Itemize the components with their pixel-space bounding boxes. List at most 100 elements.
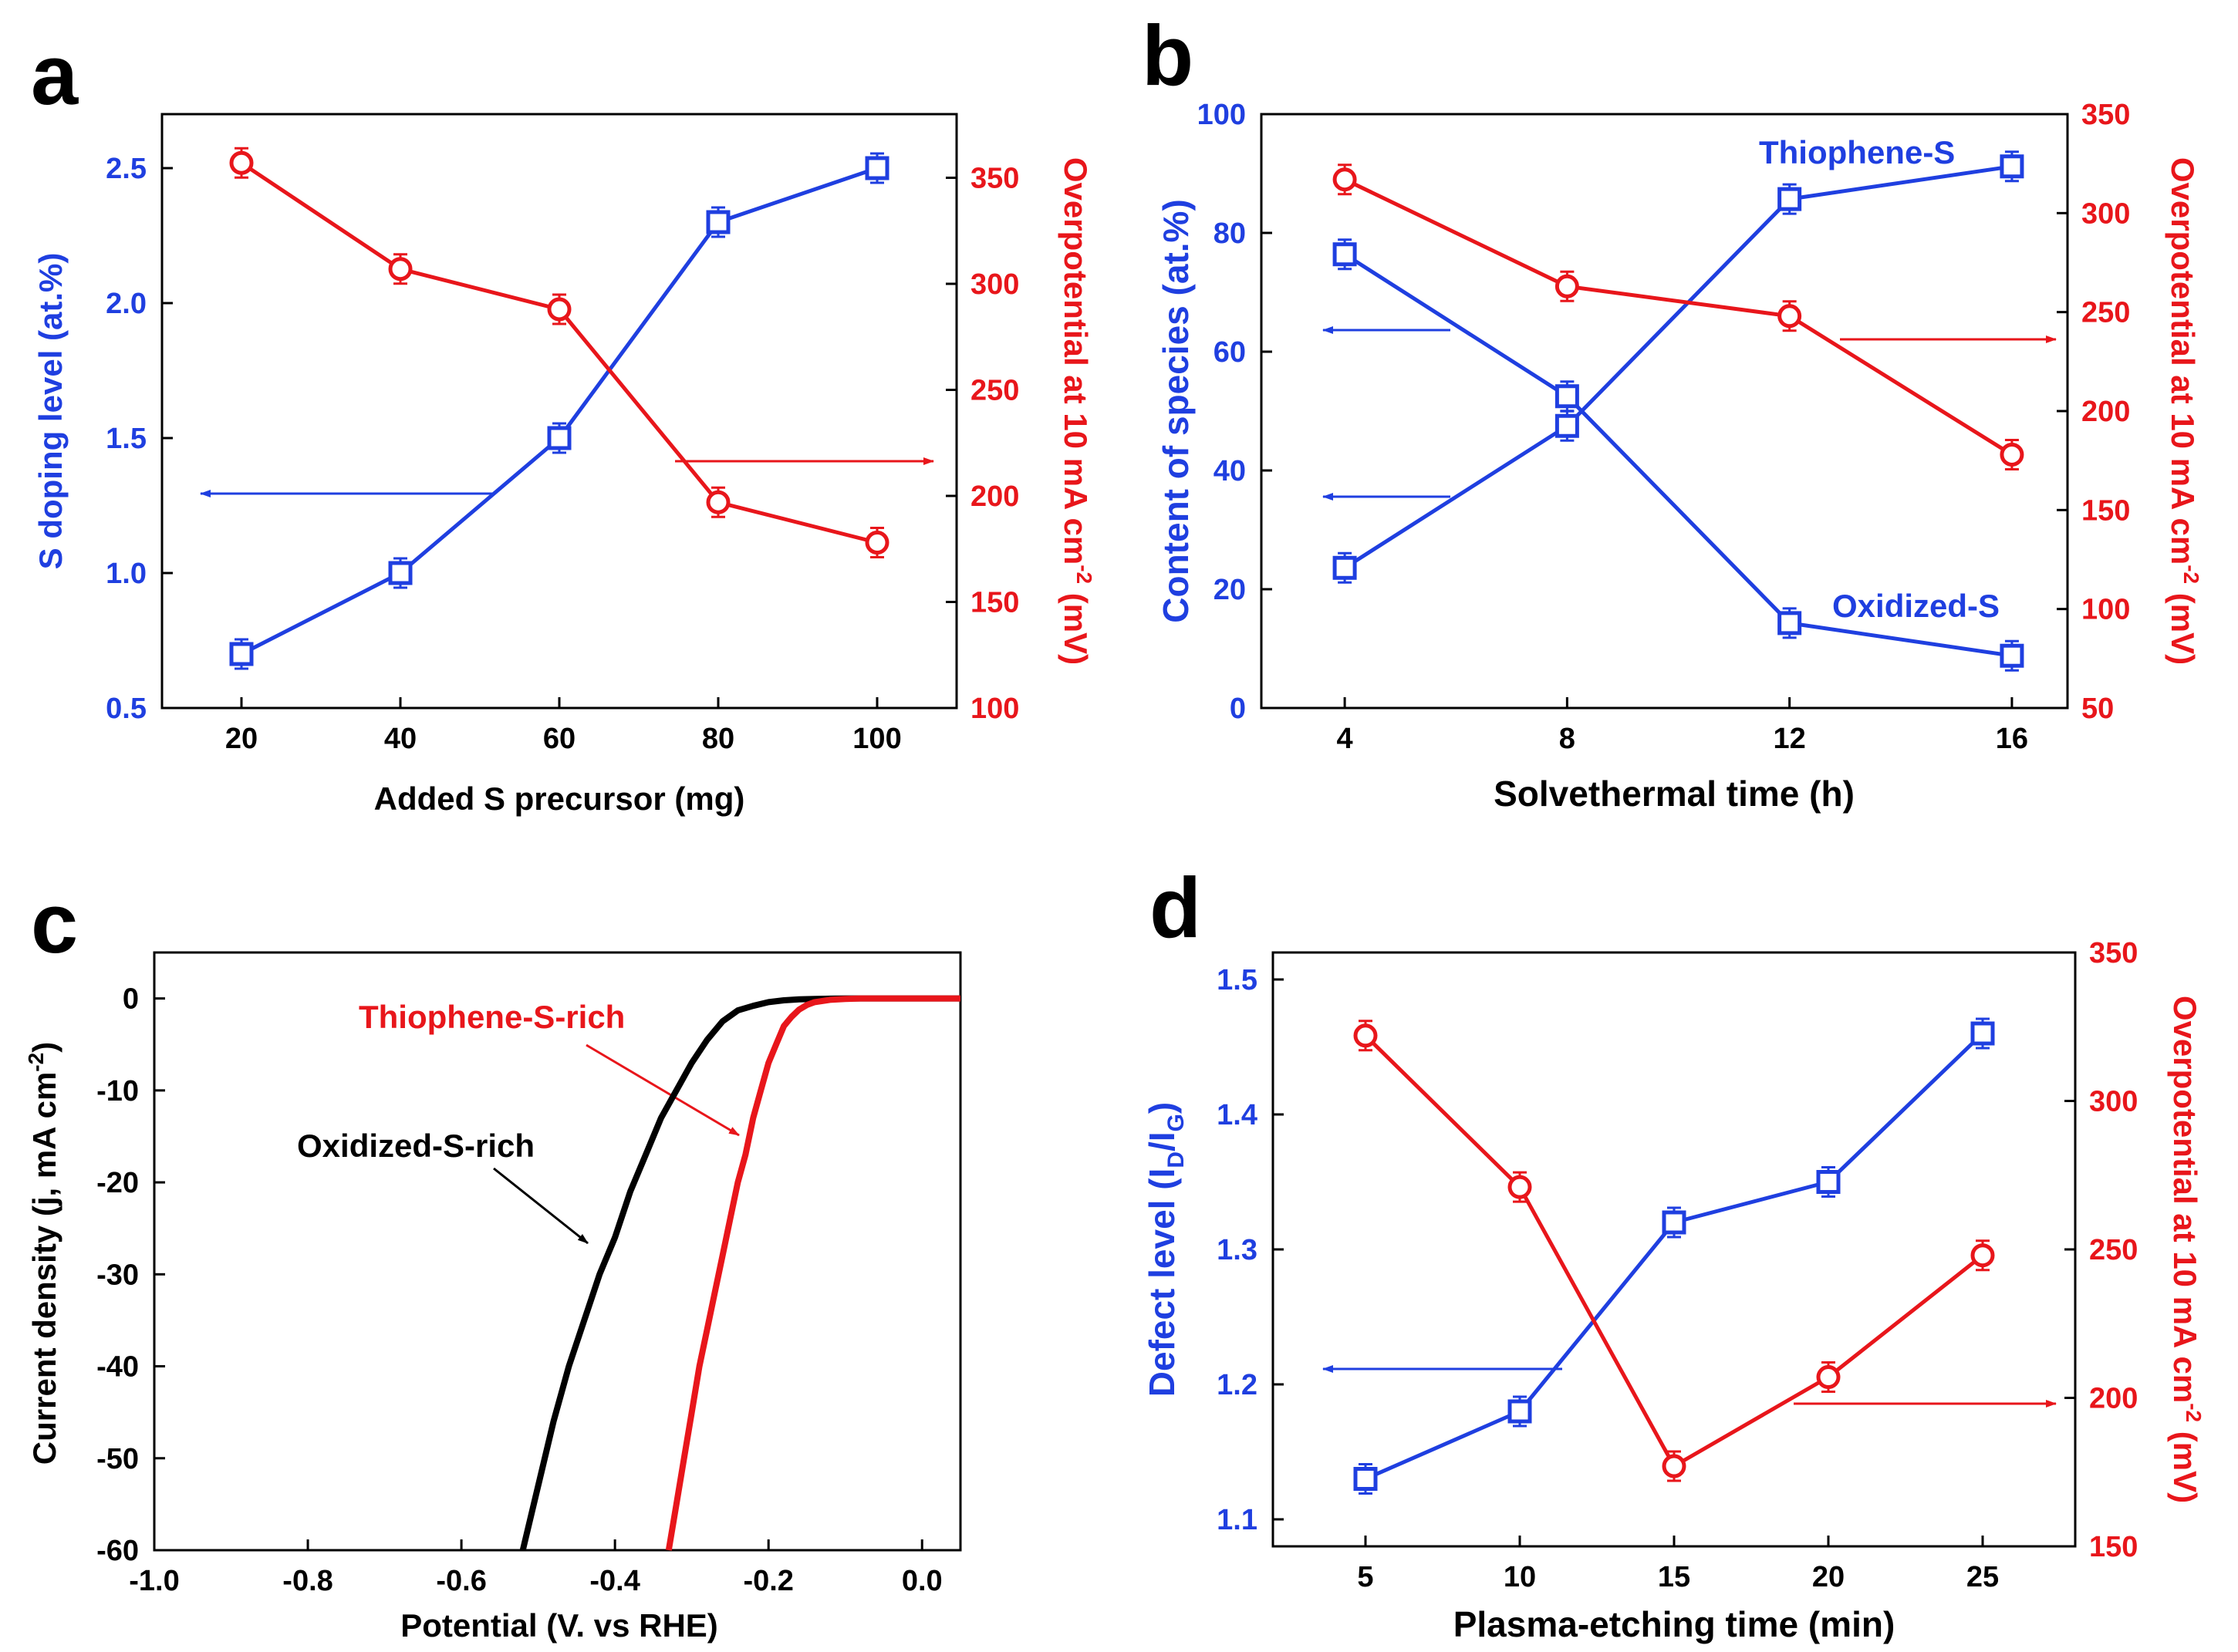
panel-a-letter: a (31, 28, 79, 123)
panel-c-thiophene-label: Thiophene-S-rich (359, 999, 625, 1035)
square-marker (1507, 1399, 1532, 1424)
panel-a-x-axis-label: Added S precursor (mg) (374, 780, 745, 817)
circle-marker (2000, 442, 2024, 467)
x-tick-label: 20 (225, 723, 258, 755)
panel-d-right-y-axis-label: Overpotential at 10 mA cm-2 (mV) (2167, 996, 2206, 1503)
red-right-series-line (1344, 177, 2014, 457)
panel-c-plot-area (519, 995, 960, 1551)
red-right-series-line (1364, 1034, 1984, 1468)
circle-marker (547, 297, 572, 322)
panel-d-x-ticks: 5 10 15 20 25 (1357, 1536, 1999, 1593)
thiophene-s-series-line (1343, 164, 2013, 570)
square-marker (1332, 242, 1357, 267)
panel-a-plot-area (229, 147, 889, 670)
x-tick-label: 40 (384, 723, 417, 755)
panel-d-x-axis-label: Plasma-etching time (min) (1453, 1604, 1895, 1644)
panel-b-thiophene-label: Thiophene-S (1759, 134, 1955, 170)
square-marker (2000, 154, 2024, 179)
panel-d-plot-area (1353, 1017, 1995, 1495)
x-tick-label: 10 (1504, 1561, 1536, 1593)
x-tick-label: 15 (1658, 1561, 1690, 1593)
left-y-tick-label: -50 (96, 1443, 139, 1475)
square-marker (1777, 611, 1802, 636)
circle-marker (706, 490, 731, 514)
x-tick-label: 5 (1357, 1561, 1373, 1593)
left-y-tick-label: 0 (123, 983, 139, 1016)
panel-b-x-axis-label: Solvethermal time (h) (1494, 774, 1855, 814)
panel-c-y-axis-label: Current density (j, mA cm-2) (24, 1042, 62, 1465)
square-marker (1816, 1170, 1841, 1194)
left-y-tick-label: -60 (96, 1535, 139, 1567)
left-y-tick-label: 80 (1214, 217, 1246, 250)
left-y-tick-label: 0 (1230, 693, 1246, 725)
left-y-tick-label: 100 (1197, 99, 1246, 131)
x-tick-label: -1.0 (129, 1565, 179, 1597)
panel-d-left-y-axis-label: Defect level (ID/IG) (1142, 1102, 1189, 1397)
circle-marker (1970, 1243, 1995, 1268)
panel-a-left-y-ticks: 0.5 1.0 1.5 2.0 2.5 (106, 153, 173, 725)
right-y-tick-label: 250 (2081, 297, 2130, 329)
panel-c-y-ticks: 0 -10 -20 -30 -40 -50 -60 (96, 983, 165, 1567)
panel-b-left-y-ticks: 0 20 40 60 80 100 (1197, 99, 1272, 725)
thiophene-s-rich-series-line (665, 995, 960, 1551)
panel-b-right-y-ticks: 50 100 150 200 250 300 350 (2057, 99, 2130, 725)
panel-c: c -1.0 -0.8 -0.6 -0.4 -0.2 0.0 0 -10 -20 -30 -40 -… (24, 876, 962, 1644)
right-y-tick-label: 50 (2081, 693, 2114, 725)
left-y-tick-label: -40 (96, 1351, 139, 1384)
circle-marker (1353, 1023, 1378, 1048)
circle-marker (229, 150, 254, 175)
circle-marker (388, 257, 413, 282)
panel-c-x-ticks: -1.0 -0.8 -0.6 -0.4 -0.2 0.0 (129, 1539, 943, 1597)
right-y-tick-label: 250 (970, 375, 1019, 407)
right-y-tick-label: 200 (2089, 1383, 2138, 1415)
left-y-tick-label: -20 (96, 1167, 139, 1199)
x-tick-label: 60 (543, 723, 576, 755)
right-y-tick-label: 350 (2089, 937, 2138, 969)
square-marker (1554, 384, 1579, 409)
panel-c-x-axis-label: Potential (V. vs RHE) (400, 1607, 718, 1644)
right-y-tick-label: 150 (2081, 494, 2130, 527)
panel-d-left-y-ticks: 1.1 1.2 1.3 1.4 1.5 (1217, 964, 1284, 1536)
square-marker (1554, 413, 1579, 438)
left-y-tick-label: -10 (96, 1075, 139, 1108)
panel-a-x-ticks: 20 40 60 80 100 (225, 697, 902, 755)
right-y-tick-label: 300 (970, 268, 1019, 301)
panel-c-oxidized-label: Oxidized-S-rich (297, 1128, 535, 1164)
square-marker (388, 561, 413, 585)
x-tick-label: 25 (1966, 1561, 1999, 1593)
panel-d-right-y-ticks: 150 200 250 300 350 (2064, 937, 2138, 1563)
left-y-tick-label: 1.4 (1217, 1099, 1257, 1131)
x-tick-label: 8 (1559, 723, 1575, 755)
left-y-tick-label: 1.3 (1217, 1234, 1257, 1266)
panel-b-x-ticks: 4 8 12 16 (1337, 697, 2028, 755)
left-y-tick-label: 1.5 (106, 423, 147, 455)
left-y-tick-label: 2.5 (106, 153, 147, 185)
panel-d-letter: d (1149, 861, 1201, 956)
panel-a-right-y-axis-label: Overpotential at 10 mA cm-2 (mV) (1058, 157, 1096, 665)
oxidized-s-series-line (1343, 252, 2013, 658)
x-tick-label: 20 (1812, 1561, 1845, 1593)
panel-b-oxidized-label: Oxidized-S (1832, 588, 2000, 624)
panel-a-frame (160, 113, 958, 710)
panel-d: d 5 10 15 20 25 1.1 1.2 1.3 1.4 1.5 150 200 250 300… (1142, 861, 2206, 1644)
circle-marker (1554, 274, 1579, 298)
oxidized-s-rich-series-line (519, 995, 960, 1551)
right-y-tick-label: 350 (970, 163, 1019, 195)
right-y-tick-label: 200 (2081, 396, 2130, 428)
blue-left-series-line (240, 166, 878, 656)
left-y-tick-label: 1.5 (1217, 964, 1257, 996)
x-tick-label: 100 (852, 723, 901, 755)
circle-marker (1777, 304, 1802, 329)
square-marker (547, 426, 572, 450)
x-tick-label: -0.2 (743, 1565, 793, 1597)
panel-b-right-y-axis-label: Overpotential at 10 mA cm-2 (mV) (2165, 157, 2203, 665)
square-marker (1353, 1467, 1378, 1491)
circle-marker (1662, 1454, 1686, 1478)
square-marker (1662, 1210, 1686, 1235)
red-right-series-line (240, 161, 878, 544)
square-marker (1332, 555, 1357, 580)
panel-b: b 4 8 12 16 0 20 40 60 80 100 50 100 150 200 250 300 3… (1142, 8, 2203, 814)
x-tick-label: 4 (1337, 723, 1353, 755)
right-y-tick-label: 150 (970, 587, 1019, 619)
left-y-tick-label: -30 (96, 1259, 139, 1291)
